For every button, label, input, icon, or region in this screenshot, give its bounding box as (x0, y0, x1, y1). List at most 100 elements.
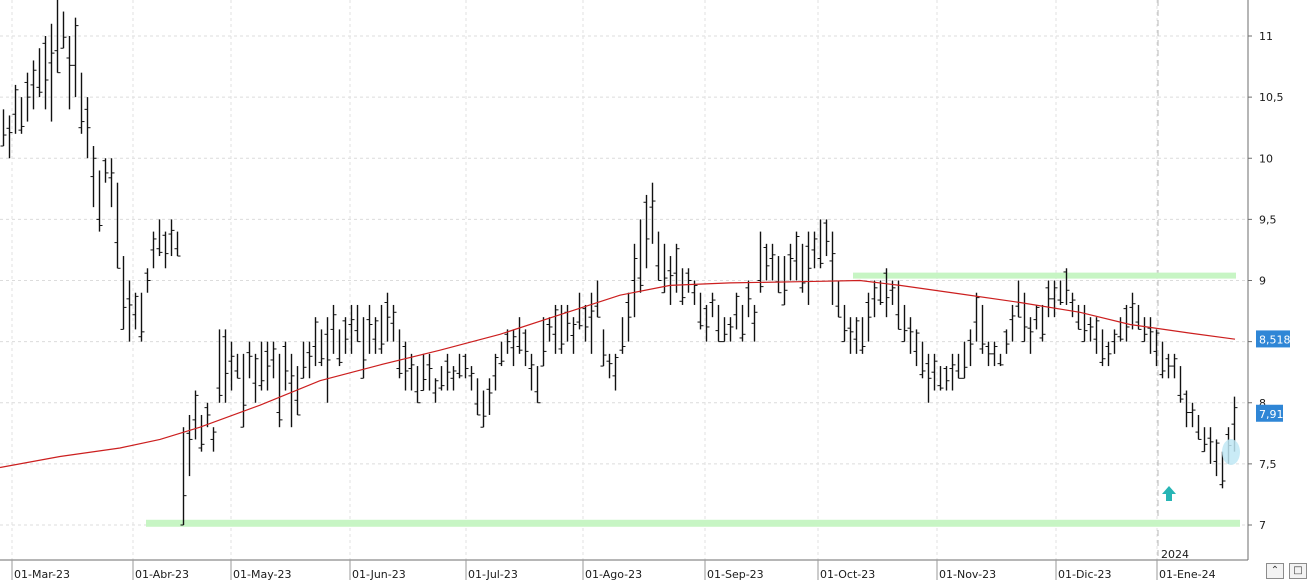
price-bar (318, 329, 325, 367)
price-bar (715, 304, 722, 343)
price-bar (901, 304, 908, 343)
price-bar (685, 268, 692, 293)
price-bar (973, 292, 980, 342)
price-bar (378, 304, 385, 354)
price-bar (649, 182, 656, 244)
x-tick-label: 01-Sep-23 (707, 568, 764, 581)
ohlc-bars (0, 0, 1238, 526)
price-bar (865, 292, 872, 342)
moving-average-line (0, 279, 1236, 469)
price-bar (745, 280, 752, 318)
price-bar (1111, 329, 1118, 354)
price-bar (324, 317, 331, 403)
price-bar (1153, 329, 1160, 367)
price-bar (1219, 451, 1226, 489)
x-tick-label: 01-May-23 (233, 568, 291, 581)
price-bar (438, 366, 445, 391)
price-bar (390, 304, 397, 342)
price-bar (769, 243, 776, 281)
price-bar (144, 268, 151, 293)
price-bar (1045, 280, 1052, 318)
price-bar (859, 317, 866, 354)
price-bar (600, 329, 607, 367)
price-bar (727, 317, 734, 342)
price-bar (637, 219, 644, 293)
price-bar (841, 304, 848, 343)
moving-average-value: 8,518 (1259, 333, 1291, 346)
price-bar (216, 329, 223, 403)
price-bar (1075, 304, 1082, 330)
price-bar (12, 84, 19, 134)
price-bar (408, 353, 415, 391)
price-bar (72, 17, 79, 98)
price-bar (504, 329, 511, 354)
price-bar (78, 72, 85, 134)
price-bar (1177, 366, 1184, 403)
price-bar (552, 304, 559, 354)
price-bar (1117, 317, 1124, 342)
price-bar (414, 366, 421, 404)
price-bar (252, 353, 259, 403)
price-bar (853, 317, 860, 354)
price-bar (198, 414, 205, 452)
price-bar (1015, 280, 1022, 318)
price-bar (336, 329, 343, 367)
price-bar (1147, 317, 1154, 354)
price-bar (619, 317, 626, 354)
price-bar (114, 182, 121, 269)
y-tick-label: 9 (1259, 275, 1266, 288)
price-bar (270, 341, 277, 379)
price-bar (835, 280, 842, 318)
price-bar (1213, 439, 1220, 477)
price-bar (132, 292, 139, 330)
price-bar (1021, 292, 1028, 343)
price-bar (60, 11, 67, 49)
price-bar (246, 341, 253, 379)
price-bar (162, 231, 169, 269)
price-bar (1105, 341, 1112, 367)
x-tick-label: 01-Mar-23 (14, 568, 70, 581)
price-bar (961, 341, 968, 379)
price-bar (312, 317, 319, 367)
price-bar (192, 390, 199, 440)
y-tick-label: 11 (1259, 30, 1273, 43)
price-bar (0, 109, 7, 147)
price-bar (1099, 329, 1106, 367)
price-bar (997, 353, 1004, 367)
price-bar (402, 341, 409, 391)
price-bar (300, 341, 307, 379)
price-bar (540, 317, 547, 367)
price-bar (805, 231, 812, 305)
price-bar (913, 329, 920, 367)
price-bar (384, 292, 391, 342)
price-bar (558, 304, 565, 354)
price-bar (498, 341, 505, 367)
price-bar (606, 353, 613, 379)
price-bar (594, 280, 601, 318)
price-bar (168, 219, 175, 257)
price-bar (228, 341, 235, 391)
chart-settings-button[interactable]: □ (1289, 563, 1307, 579)
price-bar (1141, 317, 1148, 343)
price-bar (883, 268, 890, 318)
price-bar (510, 329, 517, 367)
price-bar (96, 170, 103, 232)
price-bar (432, 378, 439, 403)
price-bar (42, 36, 49, 110)
price-bar (823, 219, 830, 257)
price-bar (276, 353, 283, 428)
price-bar (456, 353, 463, 379)
price-bar (709, 292, 716, 318)
price-bar (492, 353, 499, 391)
price-bar (126, 280, 133, 342)
y-tick-label: 7,5 (1259, 458, 1277, 471)
price-bar (18, 97, 25, 134)
price-bar (264, 341, 271, 391)
x-tick-label: 01-Jul-23 (468, 568, 518, 581)
price-bar (1033, 304, 1040, 330)
price-bar (48, 23, 55, 122)
price-bar (733, 292, 740, 330)
price-bar (282, 341, 289, 391)
scroll-up-button[interactable]: ⌃ (1266, 563, 1284, 579)
